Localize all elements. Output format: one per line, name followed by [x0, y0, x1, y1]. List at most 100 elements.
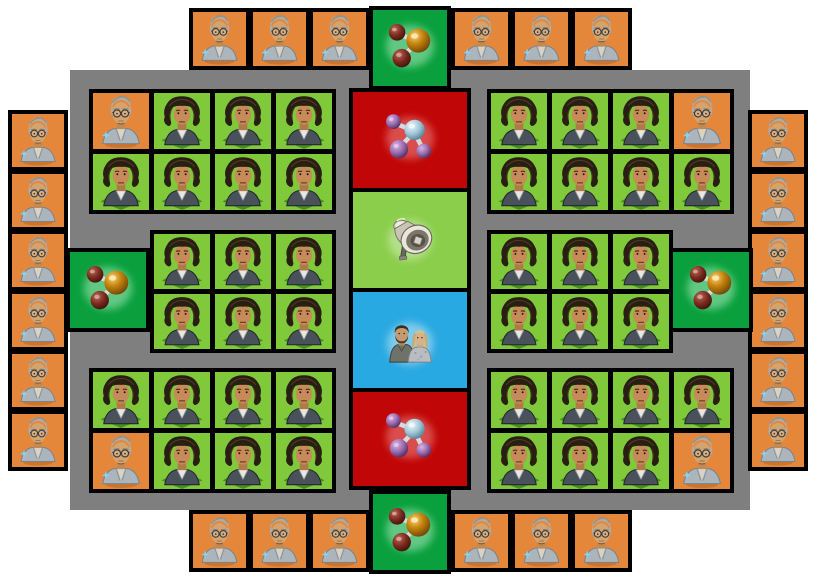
- tile-elder[interactable]: [752, 234, 804, 287]
- tile-adult[interactable]: [276, 433, 332, 489]
- tile-adult[interactable]: [276, 372, 332, 428]
- tile-adult[interactable]: [154, 234, 210, 289]
- gold-molecule-icon: [386, 24, 434, 68]
- elder-portrait: [523, 14, 560, 65]
- tile-adult[interactable]: [491, 372, 547, 428]
- tile-adult[interactable]: [154, 433, 210, 489]
- tile-elder[interactable]: [752, 294, 804, 347]
- group-left-column: [8, 110, 68, 471]
- tile-adult[interactable]: [491, 93, 547, 149]
- tile-adult[interactable]: [93, 154, 149, 210]
- adult-portrait: [620, 375, 662, 428]
- tile-adult[interactable]: [552, 234, 608, 289]
- adult-portrait: [161, 157, 203, 210]
- tile-adult[interactable]: [276, 234, 332, 289]
- tile-adult[interactable]: [491, 154, 547, 210]
- tile-adult[interactable]: [215, 234, 271, 289]
- tile-adult[interactable]: [491, 294, 547, 349]
- molecule-space-top[interactable]: [369, 6, 451, 90]
- tile-adult[interactable]: [491, 433, 547, 489]
- adult-portrait: [498, 157, 540, 210]
- tile-adult[interactable]: [613, 433, 669, 489]
- adult-portrait: [222, 436, 264, 489]
- molecule-space-left[interactable]: [66, 248, 150, 332]
- tile-adult[interactable]: [674, 154, 730, 210]
- tile-adult[interactable]: [215, 154, 271, 210]
- tile-elder[interactable]: [575, 12, 628, 66]
- tile-adult[interactable]: [215, 372, 271, 428]
- tile-elder[interactable]: [575, 514, 628, 568]
- tile-adult[interactable]: [154, 93, 210, 149]
- tile-adult[interactable]: [613, 234, 669, 289]
- tile-adult[interactable]: [276, 154, 332, 210]
- tile-elder[interactable]: [12, 234, 64, 287]
- tile-adult[interactable]: [613, 154, 669, 210]
- tile-adult[interactable]: [552, 433, 608, 489]
- elder-portrait: [583, 14, 620, 65]
- tile-elder[interactable]: [455, 514, 508, 568]
- adult-portrait: [620, 157, 662, 210]
- tile-elder[interactable]: [253, 514, 306, 568]
- adult-portrait: [283, 157, 325, 210]
- elder-portrait: [321, 516, 358, 567]
- tile-adult[interactable]: [154, 154, 210, 210]
- tile-elder[interactable]: [313, 12, 366, 66]
- tile-elder[interactable]: [12, 174, 64, 227]
- tile-adult[interactable]: [552, 294, 608, 349]
- tile-adult[interactable]: [552, 93, 608, 149]
- tile-elder[interactable]: [515, 12, 568, 66]
- adult-portrait: [620, 436, 662, 489]
- group-mid-left: [150, 230, 336, 353]
- tile-elder[interactable]: [12, 294, 64, 347]
- tile-elder[interactable]: [752, 414, 804, 467]
- tile-elder[interactable]: [12, 354, 64, 407]
- adult-portrait: [222, 96, 264, 149]
- virus-space-lower[interactable]: [349, 388, 471, 490]
- tile-elder[interactable]: [193, 12, 246, 66]
- elder-portrait: [760, 296, 796, 346]
- elder-portrait: [760, 356, 796, 406]
- tile-adult[interactable]: [613, 93, 669, 149]
- tile-adult[interactable]: [215, 294, 271, 349]
- tile-adult[interactable]: [276, 93, 332, 149]
- tile-elder[interactable]: [752, 114, 804, 167]
- adult-portrait: [498, 96, 540, 149]
- tile-elder[interactable]: [93, 433, 149, 489]
- tile-elder[interactable]: [313, 514, 366, 568]
- tile-adult[interactable]: [552, 372, 608, 428]
- tile-adult[interactable]: [154, 294, 210, 349]
- tile-adult[interactable]: [154, 372, 210, 428]
- virus-space-upper[interactable]: [349, 88, 471, 192]
- tile-elder[interactable]: [674, 93, 730, 149]
- group-top-row-right: [451, 8, 632, 70]
- tile-adult[interactable]: [491, 234, 547, 289]
- tile-adult[interactable]: [613, 372, 669, 428]
- adult-portrait: [222, 237, 264, 289]
- tile-elder[interactable]: [752, 354, 804, 407]
- tile-elder[interactable]: [12, 114, 64, 167]
- tile-elder[interactable]: [674, 433, 730, 489]
- tile-adult[interactable]: [93, 372, 149, 428]
- tile-adult[interactable]: [215, 93, 271, 149]
- megaphone-space[interactable]: [349, 188, 471, 292]
- tile-elder[interactable]: [12, 414, 64, 467]
- tile-elder[interactable]: [455, 12, 508, 66]
- tile-elder[interactable]: [752, 174, 804, 227]
- tile-adult[interactable]: [613, 294, 669, 349]
- tile-adult[interactable]: [215, 433, 271, 489]
- people-space[interactable]: [349, 288, 471, 392]
- elder-portrait: [201, 14, 238, 65]
- molecule-space-bottom[interactable]: [369, 490, 451, 574]
- tile-adult[interactable]: [552, 154, 608, 210]
- tile-elder[interactable]: [515, 514, 568, 568]
- tile-elder[interactable]: [93, 93, 149, 149]
- elder-portrait: [760, 176, 796, 226]
- tile-elder[interactable]: [253, 12, 306, 66]
- adult-portrait: [559, 297, 601, 349]
- elder-portrait: [463, 516, 500, 567]
- tile-adult[interactable]: [276, 294, 332, 349]
- tile-elder[interactable]: [193, 514, 246, 568]
- gold-molecule-icon: [84, 266, 132, 310]
- tile-adult[interactable]: [674, 372, 730, 428]
- molecule-space-right[interactable]: [669, 248, 753, 332]
